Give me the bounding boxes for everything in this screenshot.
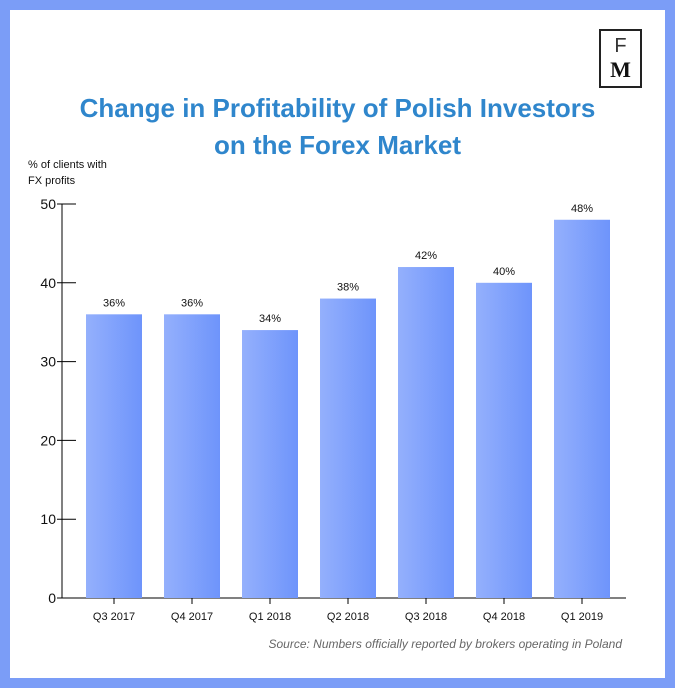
- chart-title-line-1: Change in Profitability of Polish Invest…: [79, 93, 596, 123]
- source-note: Source: Numbers officially reported by b…: [268, 637, 622, 651]
- bar: [164, 314, 220, 598]
- labels: Q3 2017 36% Q4 2017 36% Q1 2018 34% Q2 2018 38%…: [93, 203, 603, 623]
- y-tick-label: 30: [40, 354, 56, 370]
- bar: [242, 330, 298, 598]
- x-tick-label: Q1 2019: [561, 611, 603, 623]
- data-label: 34%: [259, 313, 281, 325]
- chart-title-line-2: on the Forex Market: [213, 130, 462, 160]
- x-tick-label: Q3 2018: [405, 611, 447, 623]
- y-tick-label: 0: [48, 590, 56, 606]
- x-tick-label: Q1 2018: [249, 611, 291, 623]
- x-tick-label: Q4 2018: [483, 611, 525, 623]
- y-tick-label: 50: [40, 196, 56, 212]
- chart-title: Change in Profitability of Polish Invest…: [0, 90, 675, 164]
- data-label: 48%: [571, 203, 593, 215]
- logo-letter-f: F: [614, 35, 627, 57]
- x-tick-label: Q4 2017: [171, 611, 213, 623]
- x-tick-label: Q2 2018: [327, 611, 369, 623]
- data-label: 42%: [415, 250, 437, 262]
- y-tick-label: 10: [40, 511, 56, 527]
- data-label: 36%: [103, 297, 125, 309]
- bar: [398, 267, 454, 598]
- bar: [86, 314, 142, 598]
- data-label: 36%: [181, 297, 203, 309]
- bars: [86, 219, 610, 598]
- data-label: 40%: [493, 266, 515, 278]
- fm-logo: F M: [599, 29, 642, 88]
- y-axis-label: % of clients with FX profits: [28, 157, 107, 189]
- y-tick-label: 40: [40, 275, 56, 291]
- y-axis-label-line-1: % of clients with: [28, 159, 107, 171]
- x-tick-label: Q3 2017: [93, 611, 135, 623]
- logo-letter-m: M: [610, 57, 631, 82]
- data-label: 38%: [337, 282, 359, 294]
- bar: [554, 219, 610, 598]
- y-tick-label: 20: [40, 432, 56, 448]
- y-axis-label-line-2: FX profits: [28, 175, 76, 187]
- bar: [476, 282, 532, 598]
- bar: [320, 298, 376, 598]
